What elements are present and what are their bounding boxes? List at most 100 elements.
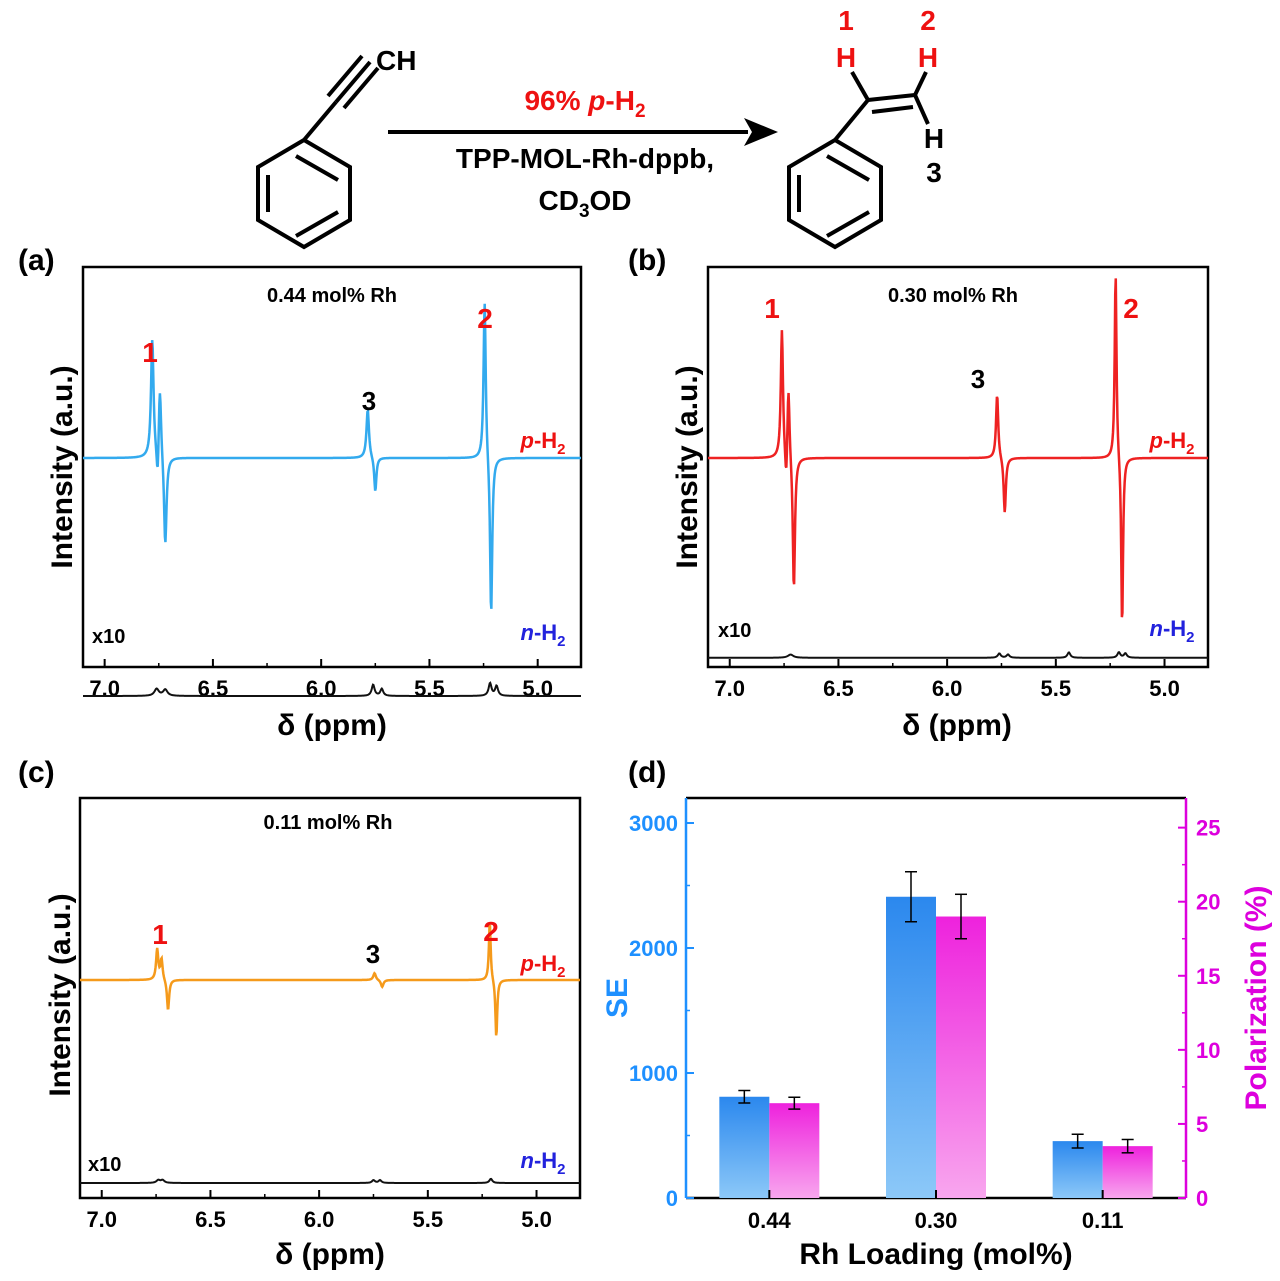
- panel-d: (d) 0 1000 2000 3000 0 5 10 15 20 25 0.44 0.30 0.1…: [601, 756, 1273, 1271]
- panel-d-right-tick-label: 25: [1196, 816, 1220, 841]
- panel-d-x-axis-label: Rh Loading (mol%): [799, 1238, 1072, 1271]
- panel-b-ylabel: Intensity (a.u.): [671, 365, 704, 568]
- se-bar-0.30: [886, 896, 936, 1198]
- polarization-bar-0.30: [936, 916, 986, 1198]
- panel-a-x-tick-label: 5.5: [414, 676, 445, 701]
- panel-a-xlabel: δ (ppm): [277, 709, 387, 742]
- panel-d-polarization-axis-label: Polarization (%): [1240, 885, 1273, 1110]
- panel-a-trace-p-h2: [82, 303, 581, 609]
- panel-b-peak-label-3: 3: [971, 364, 985, 394]
- panel-b-peak-label-2: 2: [1123, 293, 1139, 324]
- panel-d-left-tick-label: 2000: [629, 936, 678, 961]
- se-error-bar-0.44: [738, 1089, 751, 1104]
- panel-b: (b) 0.30 mol% Rh Intensity (a.u.) δ (ppm…: [628, 244, 1210, 742]
- reaction-scheme: CH 96% p-H2 TPP-MOL-Rh-dppb, CD3OD 1 H 2…: [256, 5, 944, 250]
- panel-b-scale-label: x10: [718, 620, 751, 642]
- panel-d-category-label: 0.30: [915, 1208, 958, 1233]
- condition-bottom: CD3OD: [538, 185, 631, 222]
- panel-c-ylabel: Intensity (a.u.): [44, 893, 77, 1096]
- panel-d-bars: [719, 871, 1153, 1198]
- panel-d-tag: (d): [628, 756, 666, 789]
- panel-c-peak-label-3: 3: [366, 939, 380, 969]
- panel-d-category-labels: 0.44 0.30 0.11: [748, 1190, 1124, 1233]
- panel-d-left-tick-label: 3000: [629, 811, 678, 836]
- proton-2-number: 2: [920, 5, 936, 36]
- panel-b-x-tick-label: 5.5: [1041, 676, 1072, 701]
- panel-b-x-tick-label: 6.5: [823, 676, 854, 701]
- panel-d-right-tick-label: 20: [1196, 890, 1220, 915]
- phenylacetylene-structure: [256, 54, 380, 250]
- polarization-bar-0.44: [769, 1103, 820, 1198]
- se-bar-0.11: [1052, 1141, 1103, 1198]
- panel-a-x-tick-label: 6.5: [198, 676, 229, 701]
- panel-d-category-label: 0.44: [748, 1208, 792, 1233]
- panel-c-peak-label-1: 1: [152, 919, 168, 950]
- panel-d-right-tick-label: 15: [1196, 964, 1220, 989]
- se-error-bar-0.30: [905, 871, 917, 923]
- polarization-bar-0.11: [1102, 1146, 1153, 1198]
- panel-a-p-h2-label: p-H2: [519, 428, 565, 458]
- panel-c: (c) 0.11 mol% Rh Intensity (a.u.) δ (ppm…: [18, 756, 582, 1271]
- panel-c-x-tick-label: 5.5: [413, 1207, 444, 1232]
- panel-d-left-tick-label: 0: [666, 1186, 678, 1211]
- panel-a-title: 0.44 mol% Rh: [267, 285, 397, 307]
- panel-b-peak-label-1: 1: [764, 293, 780, 324]
- panel-b-x-ticks: 7.0 6.5 6.0 5.5 5.0: [714, 659, 1180, 701]
- panel-a-ylabel: Intensity (a.u.): [46, 365, 79, 568]
- panel-b-tag: (b): [628, 244, 666, 277]
- panel-b-x-tick-label: 7.0: [714, 676, 745, 701]
- panel-a: (a) 0.44 mol% Rh Intensity (a.u.) δ (ppm…: [18, 244, 583, 742]
- proton-3-number: 3: [926, 157, 942, 188]
- panel-b-xlabel: δ (ppm): [902, 709, 1012, 742]
- panel-a-peak-label-3: 3: [362, 386, 376, 416]
- panel-a-scale-label: x10: [92, 626, 125, 648]
- reactant-ch-label: CH: [376, 45, 416, 76]
- condition-middle: TPP-MOL-Rh-dppb,: [456, 143, 714, 174]
- panel-d-left-tick-label: 1000: [629, 1061, 678, 1086]
- panel-d-right-tick-label: 10: [1196, 1038, 1220, 1063]
- panel-c-x-ticks: 7.0 6.5 6.0 5.5 5.0: [86, 1190, 552, 1232]
- panel-a-frame: [81, 265, 583, 669]
- panel-d-right-ticks: 0 5 10 15 20 25: [1178, 816, 1220, 1211]
- panel-c-title: 0.11 mol% Rh: [264, 812, 393, 834]
- panel-b-trace-n-h2: [708, 651, 1208, 659]
- panel-a-x-tick-label: 6.0: [306, 676, 337, 701]
- condition-top: 96% p-H2: [524, 85, 645, 122]
- panel-a-n-h2-label: n-H2: [520, 620, 565, 650]
- panel-c-x-tick-label: 6.5: [195, 1207, 226, 1232]
- panel-c-x-tick-label: 6.0: [304, 1207, 335, 1232]
- se-bar-0.44: [719, 1096, 770, 1198]
- panel-d-right-tick-label: 5: [1196, 1112, 1208, 1137]
- panel-b-n-h2-label: n-H2: [1149, 616, 1194, 646]
- panel-c-scale-label: x10: [88, 1154, 121, 1176]
- panel-b-frame: [706, 265, 1210, 669]
- panel-c-frame: [78, 796, 582, 1200]
- polarization-error-bar-0.30: [955, 893, 967, 940]
- proton-1-h: H: [836, 42, 856, 73]
- styrene-structure: [787, 71, 930, 250]
- panel-a-trace-n-h2: [83, 681, 581, 697]
- panel-d-left-ticks: 0 1000 2000 3000: [629, 811, 694, 1211]
- panel-a-x-tick-label: 5.0: [522, 676, 553, 701]
- reaction-arrow: [388, 118, 778, 146]
- panel-a-peak-label-1: 1: [142, 337, 158, 368]
- panel-b-x-tick-label: 6.0: [932, 676, 963, 701]
- proton-1-number: 1: [838, 5, 854, 36]
- panel-a-tag: (a): [18, 244, 55, 277]
- proton-2-h: H: [918, 42, 938, 73]
- panel-d-right-tick-label: 0: [1196, 1186, 1208, 1211]
- proton-3-h: H: [924, 123, 944, 154]
- polarization-error-bar-0.44: [788, 1096, 801, 1110]
- panel-b-trace-p-h2: [708, 278, 1208, 618]
- panel-a-x-tick-label: 7.0: [89, 676, 120, 701]
- panel-c-tag: (c): [18, 756, 55, 789]
- panel-c-p-h2-label: p-H2: [519, 951, 565, 981]
- panel-d-se-axis-label: SE: [601, 978, 634, 1018]
- panel-c-n-h2-label: n-H2: [520, 1148, 565, 1178]
- panel-c-x-tick-label: 5.0: [521, 1207, 552, 1232]
- panel-d-category-label: 0.11: [1082, 1208, 1124, 1233]
- se-error-bar-0.11: [1071, 1133, 1084, 1149]
- panel-c-trace-n-h2: [80, 1177, 580, 1184]
- panel-b-title: 0.30 mol% Rh: [888, 285, 1018, 307]
